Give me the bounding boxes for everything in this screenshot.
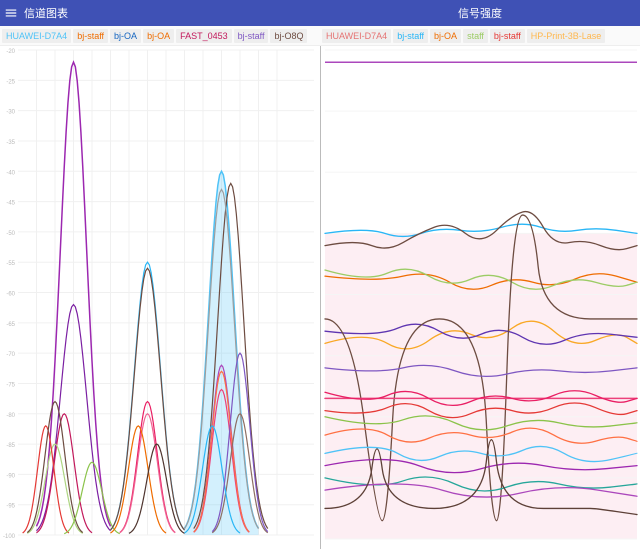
signal-chart-pane[interactable]: [321, 46, 640, 549]
legend-left: HUAWEI-D7A4bj-staffbj-OAbj-OAFAST_0453bj…: [0, 26, 320, 45]
svg-text:-40: -40: [6, 170, 15, 176]
svg-text:-90: -90: [6, 473, 15, 479]
channel-chart-pane[interactable]: -20 -25 -30 -35 -40 -45 -50 -55 -60 -65 -70 -75 -80 -…: [0, 46, 320, 549]
legend-chip[interactable]: staff: [463, 29, 488, 43]
svg-text:-25: -25: [6, 79, 15, 85]
svg-text:-55: -55: [6, 261, 15, 267]
svg-text:-45: -45: [6, 201, 15, 207]
legend-chip[interactable]: bj-staff: [393, 29, 428, 43]
svg-text:-20: -20: [6, 49, 15, 55]
svg-text:-75: -75: [6, 382, 15, 388]
legend-bar: HUAWEI-D7A4bj-staffbj-OAbj-OAFAST_0453bj…: [0, 26, 640, 46]
legend-chip[interactable]: HUAWEI-D7A4: [2, 29, 71, 43]
header-right-title: 信号强度: [458, 5, 502, 21]
svg-text:-70: -70: [6, 352, 15, 358]
legend-chip[interactable]: bj-OA: [110, 29, 141, 43]
charts-row: -20 -25 -30 -35 -40 -45 -50 -55 -60 -65 -70 -75 -80 -…: [0, 46, 640, 549]
header-left: 信道图表: [0, 0, 320, 26]
svg-text:-35: -35: [6, 140, 15, 146]
svg-text:-50: -50: [6, 231, 15, 237]
channel-chart: -20 -25 -30 -35 -40 -45 -50 -55 -60 -65 -70 -75 -80 -…: [0, 46, 318, 549]
header-right: 信号强度: [320, 0, 640, 26]
legend-chip[interactable]: bj-O8Q: [270, 29, 307, 43]
signal-chart: [321, 46, 639, 549]
header-left-title: 信道图表: [24, 5, 68, 21]
svg-text:-80: -80: [6, 413, 15, 419]
legend-chip[interactable]: bj-staff: [490, 29, 525, 43]
legend-chip[interactable]: bj-staff: [73, 29, 108, 43]
svg-text:-85: -85: [6, 443, 15, 449]
app-header: 信道图表 信号强度: [0, 0, 640, 26]
legend-chip[interactable]: bj-staff: [234, 29, 269, 43]
legend-chip[interactable]: HUAWEI-D7A4: [322, 29, 391, 43]
legend-right: HUAWEI-D7A4bj-staffbj-OAstaffbj-staffHP-…: [320, 26, 640, 45]
legend-chip[interactable]: HP-Print-3B-Lase: [527, 29, 606, 43]
legend-chip[interactable]: FAST_0453: [176, 29, 232, 43]
svg-text:-95: -95: [6, 504, 15, 510]
legend-chip[interactable]: bj-OA: [143, 29, 174, 43]
svg-text:-60: -60: [6, 292, 15, 298]
svg-text:-65: -65: [6, 322, 15, 328]
svg-text:-30: -30: [6, 110, 15, 116]
svg-text:-100: -100: [3, 534, 16, 540]
menu-icon[interactable]: [4, 6, 18, 20]
legend-chip[interactable]: bj-OA: [430, 29, 461, 43]
